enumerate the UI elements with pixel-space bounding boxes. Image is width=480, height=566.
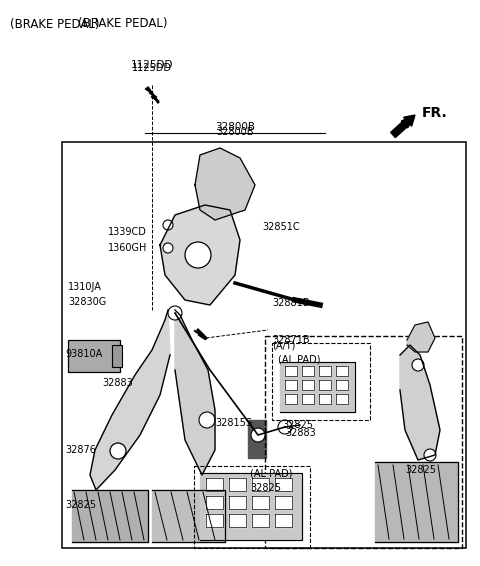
Text: 32871B: 32871B [272, 335, 310, 345]
Polygon shape [252, 478, 269, 491]
Polygon shape [400, 345, 440, 460]
Circle shape [168, 306, 182, 320]
Polygon shape [152, 490, 225, 542]
Text: (AL PAD): (AL PAD) [250, 468, 292, 478]
Polygon shape [336, 366, 348, 376]
Polygon shape [160, 205, 240, 305]
Text: 32876: 32876 [65, 445, 96, 455]
Text: 1125DD: 1125DD [132, 63, 172, 73]
Polygon shape [302, 366, 314, 376]
Text: 32825: 32825 [65, 500, 96, 510]
Circle shape [412, 359, 424, 371]
Circle shape [278, 420, 292, 434]
Circle shape [185, 242, 211, 268]
Text: 32800B: 32800B [215, 122, 255, 132]
Circle shape [163, 220, 173, 230]
Bar [265, 336, 462, 548]
Text: 1125DD: 1125DD [131, 60, 173, 70]
Text: 1360GH: 1360GH [108, 243, 147, 253]
FancyArrow shape [391, 115, 415, 138]
Polygon shape [252, 496, 269, 509]
Text: (A/T): (A/T) [272, 340, 295, 350]
Text: 32825: 32825 [405, 465, 436, 475]
Polygon shape [200, 473, 302, 540]
Polygon shape [285, 394, 297, 404]
Polygon shape [319, 394, 331, 404]
Polygon shape [280, 362, 355, 412]
Polygon shape [90, 310, 170, 490]
Text: (BRAKE PEDAL): (BRAKE PEDAL) [10, 18, 99, 31]
Text: 1339CD: 1339CD [108, 227, 147, 237]
Text: 32825: 32825 [283, 420, 313, 430]
Circle shape [424, 449, 436, 461]
Bar [272, 343, 370, 420]
Polygon shape [275, 496, 292, 509]
Circle shape [163, 243, 173, 253]
Polygon shape [336, 394, 348, 404]
Polygon shape [302, 380, 314, 390]
Text: 93810A: 93810A [65, 349, 102, 359]
Bar [194, 466, 310, 548]
Circle shape [199, 412, 215, 428]
Text: 32881B: 32881B [272, 298, 310, 308]
Bar [62, 142, 466, 548]
Text: 32883: 32883 [285, 428, 316, 438]
Polygon shape [229, 514, 246, 527]
Polygon shape [302, 394, 314, 404]
Text: 1310JA: 1310JA [68, 282, 102, 292]
Polygon shape [375, 462, 458, 542]
Polygon shape [195, 148, 255, 220]
Text: 32825: 32825 [250, 483, 281, 493]
Polygon shape [72, 490, 148, 542]
Polygon shape [229, 496, 246, 509]
Text: (BRAKE PEDAL): (BRAKE PEDAL) [78, 17, 168, 30]
Polygon shape [206, 478, 223, 491]
Circle shape [251, 428, 265, 442]
Polygon shape [275, 514, 292, 527]
Text: 32800B: 32800B [216, 127, 254, 137]
Text: 32851C: 32851C [262, 222, 300, 232]
Circle shape [110, 443, 126, 459]
Polygon shape [285, 366, 297, 376]
Polygon shape [319, 380, 331, 390]
Polygon shape [252, 514, 269, 527]
Polygon shape [248, 420, 266, 458]
Polygon shape [407, 322, 435, 352]
Bar [68, 340, 120, 372]
Text: FR.: FR. [422, 106, 448, 120]
Polygon shape [319, 366, 331, 376]
Text: 32830G: 32830G [68, 297, 106, 307]
Bar [112, 345, 122, 367]
Polygon shape [275, 478, 292, 491]
Polygon shape [285, 380, 297, 390]
Polygon shape [229, 478, 246, 491]
Polygon shape [336, 380, 348, 390]
Polygon shape [206, 496, 223, 509]
Text: 32815S: 32815S [215, 418, 252, 428]
Text: (AL PAD): (AL PAD) [278, 355, 321, 365]
Polygon shape [175, 310, 215, 475]
Polygon shape [206, 514, 223, 527]
Text: 32883: 32883 [102, 378, 133, 388]
